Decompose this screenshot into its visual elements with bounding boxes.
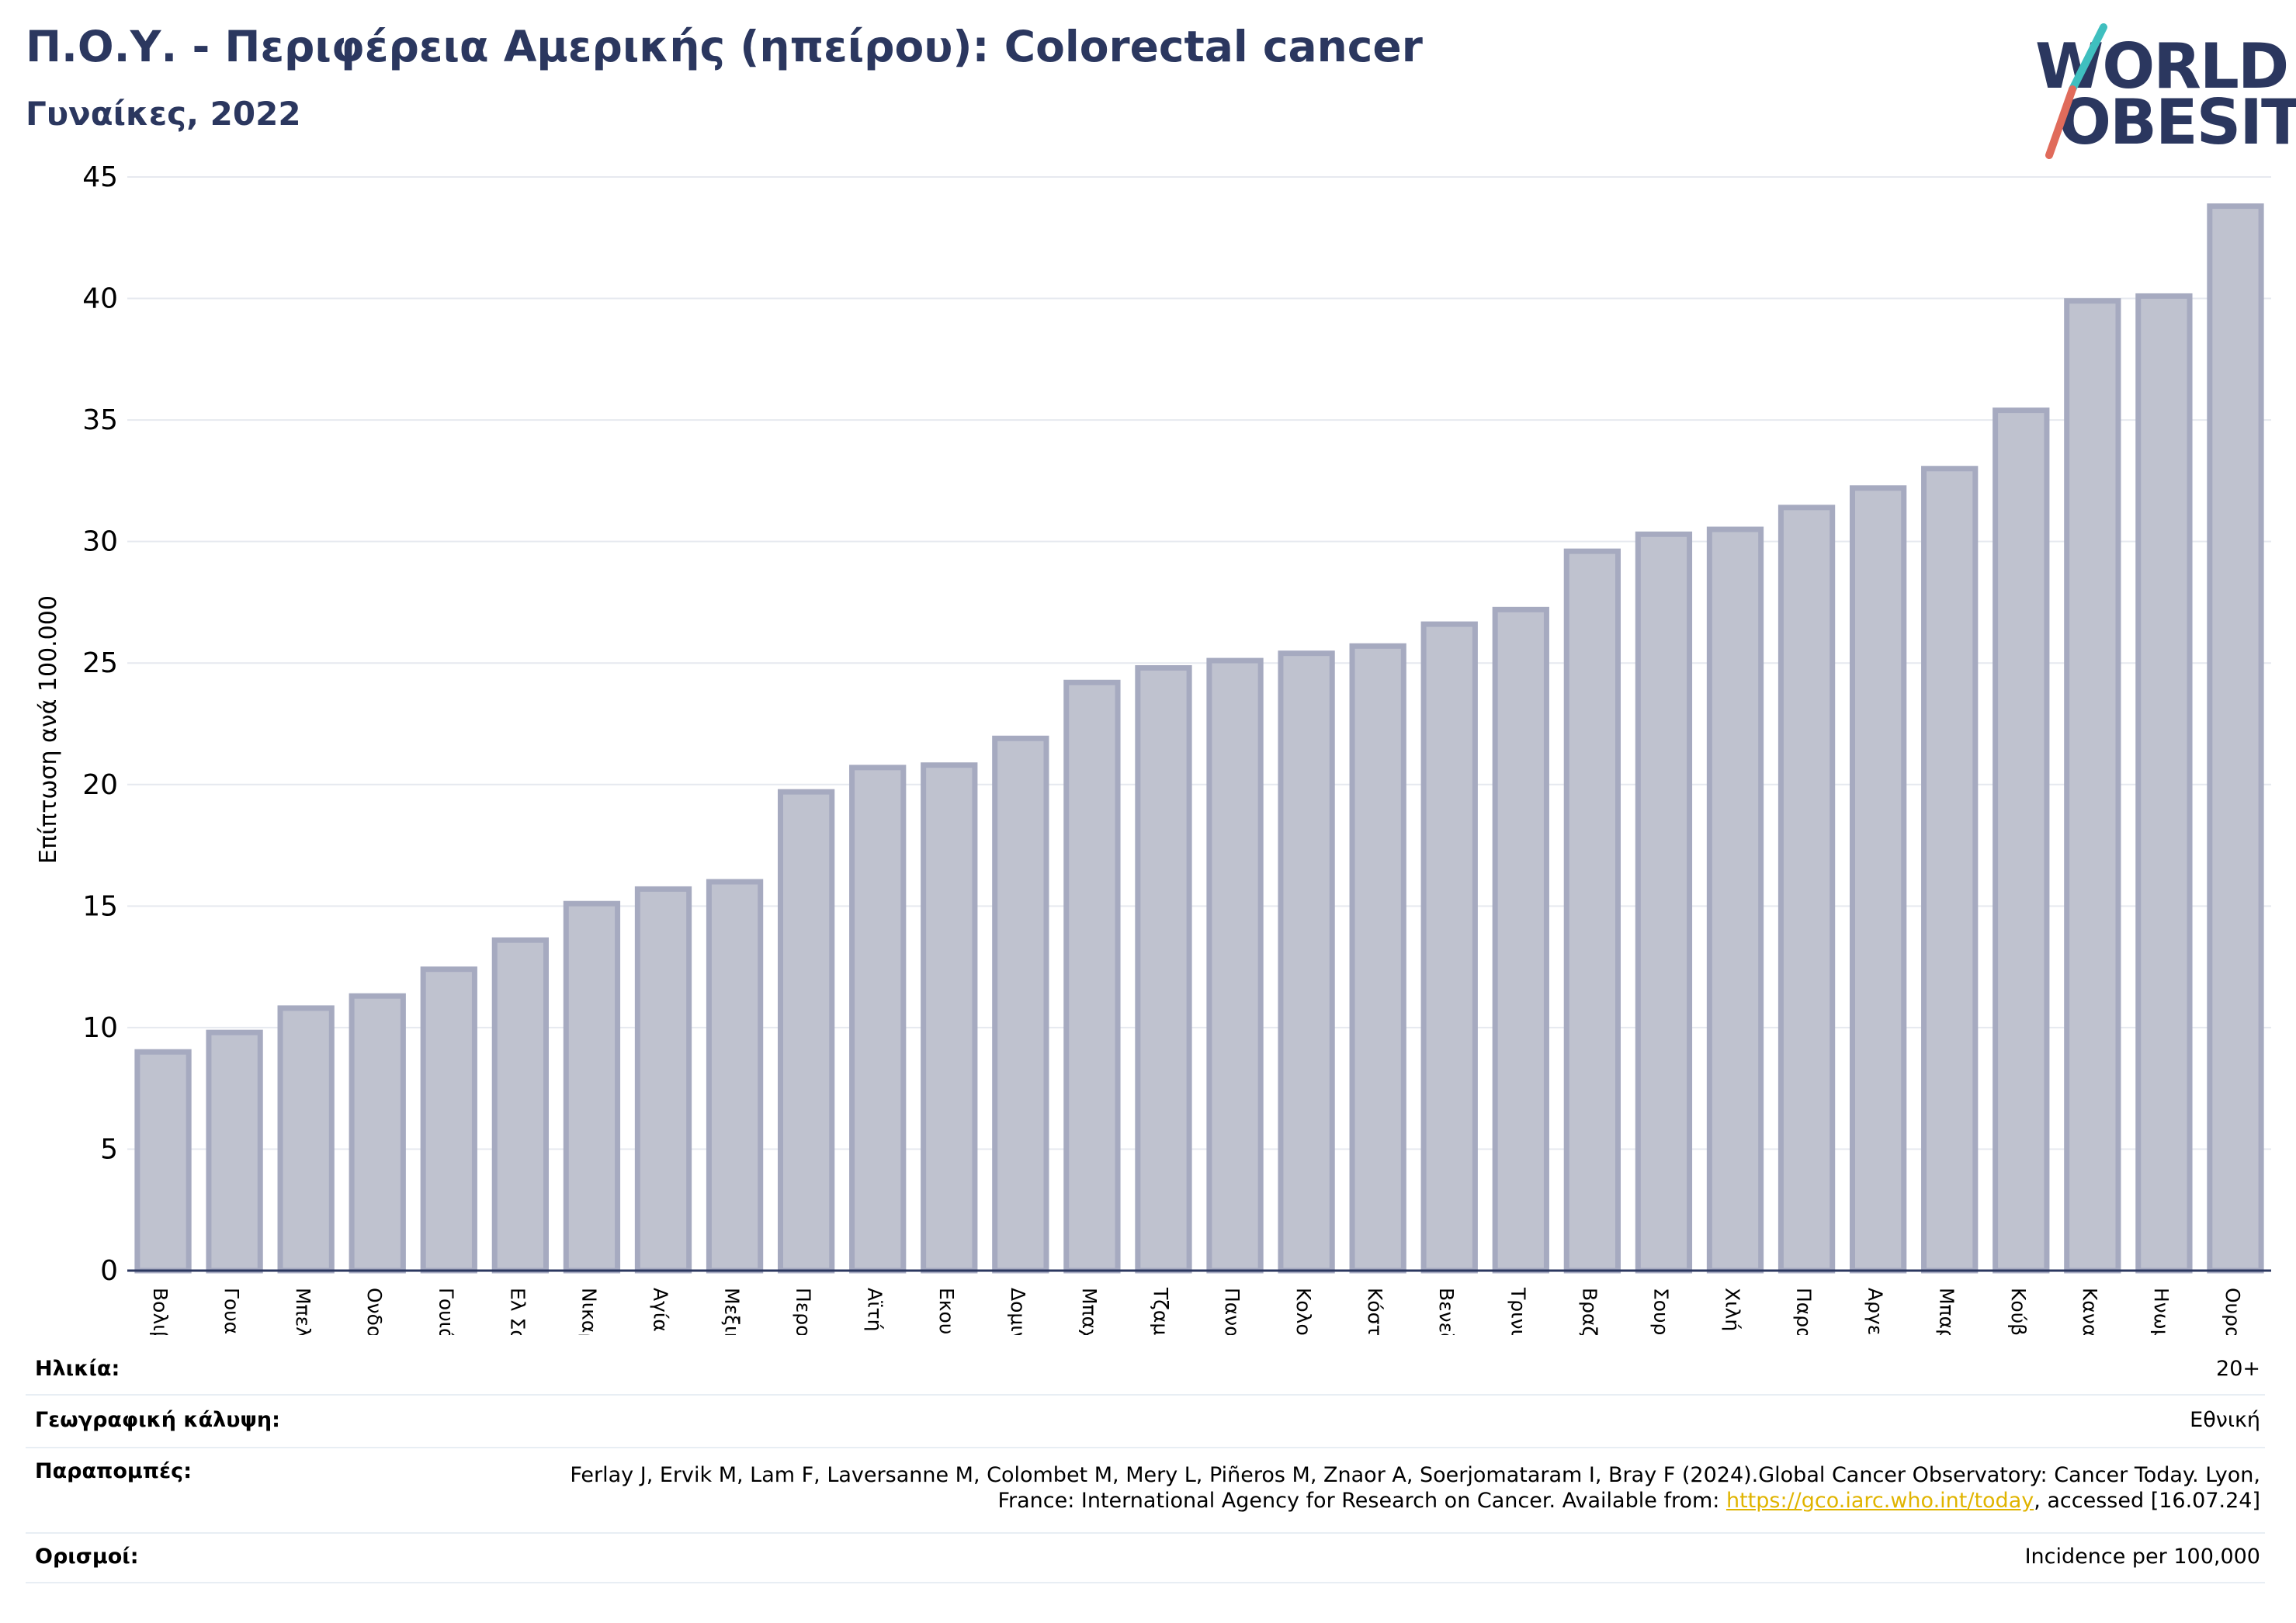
x-tick-label: Βολιβία [149,1288,172,1335]
x-tick-label: Αγία Λουκία [650,1288,672,1335]
x-tick-label: Μεξικό [721,1288,744,1335]
bar [706,879,764,1274]
x-tick-label: Ελ Σαλβαδόρ [506,1288,529,1335]
bar [849,765,907,1274]
bar [1135,664,1192,1274]
chart-title: Π.Ο.Υ. - Περιφέρεια Αμερικής (ηπείρου): … [26,22,1423,71]
bar [1921,466,1979,1274]
x-tick-label: Μπαχάμες [1078,1288,1101,1335]
meta-row-age: Ηλικία: 20+ [26,1347,2265,1396]
bar [563,900,621,1274]
bar [1278,650,1335,1274]
definitions-value: Incidence per 100,000 [2024,1545,2260,1569]
bar [1849,485,1907,1274]
x-tick-label: Κολομβία [1292,1288,1315,1335]
x-axis-labels: Βολιβία Γουατεμάλα Μπελίζ Ονδούρα Γουιάνα Ελ … [149,1287,2244,1335]
y-axis-label: Επίπτωση ανά 100.000 [35,595,62,864]
coverage-value: Εθνική [2190,1408,2260,1432]
bar [634,886,692,1274]
chart-subtitle: Γυναίκες, 2022 [26,95,301,133]
world-obesity-logo: WORLD OBESITY [2026,23,2296,163]
grid-lines [127,176,2271,1150]
x-tick-label: Βραζιλία [1578,1288,1601,1335]
y-tick-label: 20 [82,769,118,801]
x-tick-label: Αϊτή [864,1288,886,1331]
y-tick-label: 15 [82,890,118,922]
y-tick-label: 40 [82,283,118,315]
y-tick-label: 0 [100,1255,118,1287]
y-tick-label: 35 [82,404,118,436]
references-value: Ferlay J, Ervik M, Lam F, Laversanne M, … [553,1462,2260,1514]
bar [1563,548,1621,1274]
x-tick-label: Καναδάς [2079,1288,2101,1335]
bar [921,762,978,1274]
references-link[interactable]: https://gco.iarc.who.int/today [1725,1489,2034,1513]
x-tick-label: Μπαρμπάντος [1936,1288,1958,1335]
bar [2135,293,2193,1274]
y-tick-label: 10 [82,1012,118,1044]
bar [1063,679,1121,1274]
bar [1777,505,1836,1274]
definitions-label: Ορισμοί: [35,1545,139,1569]
bar [1492,606,1549,1274]
x-tick-label: Αργεντινή [1864,1288,1887,1335]
x-tick-label: Μπελίζ [292,1288,314,1335]
bar [1993,407,2050,1274]
bars [134,203,2264,1274]
x-tick-label: Παναμάς [1221,1288,1243,1335]
bar [1706,526,1764,1274]
bar [1349,643,1406,1274]
coverage-label: Γεωγραφική κάλυψη: [35,1408,280,1432]
bar [134,1049,192,1274]
bar [491,937,550,1274]
x-tick-label: Κόστα Ρίκα [1364,1288,1386,1335]
references-text-2: , accessed [16.07.24] [2034,1489,2260,1513]
bar [992,735,1049,1274]
bar [420,966,477,1274]
x-tick-label: Ουρουγουάη [2221,1288,2244,1335]
logo-slash-icon [2045,23,2107,159]
y-tick-label: 30 [82,526,118,558]
x-tick-label: Γουιάνα [435,1288,457,1335]
bar [349,993,406,1274]
bar [277,1005,335,1274]
x-tick-label: Δομινικανή Δημοκρατία [1007,1288,1029,1335]
bar-chart: 0 5 10 15 20 25 30 35 40 45 Βολιβία Γουατεμάλα Μπελ… [35,161,2271,1335]
bar [1420,621,1478,1274]
references-label: Παραπομπές: [35,1459,192,1483]
x-tick-label: Ηνωμένες Πολιτείες [2150,1288,2173,1335]
x-tick-label: Γουατεμάλα [220,1288,243,1335]
bar [777,789,835,1274]
y-tick-label: 25 [82,647,118,679]
x-tick-label: Βενεζουέλα [1435,1288,1458,1335]
x-tick-label: Νικαράγουα [577,1288,600,1335]
y-tick-label: 5 [100,1133,118,1165]
x-tick-label: Περού [793,1288,815,1335]
y-tick-label: 45 [82,161,118,193]
x-tick-label: Χιλή [1722,1288,1744,1331]
age-label: Ηλικία: [35,1357,120,1381]
x-tick-label: Σουρινάμ [1649,1288,1672,1335]
meta-row-coverage: Γεωγραφική κάλυψη: Εθνική [26,1396,2265,1448]
bar [1635,531,1693,1274]
x-tick-label: Παραγουάη [1793,1288,1816,1335]
x-tick-label: Εκουαδόρ [935,1288,958,1335]
x-tick-label: Τζαμάικα [1150,1287,1172,1335]
x-tick-label: Ονδούρα [363,1288,386,1335]
bar [2064,298,2121,1274]
meta-row-references: Παραπομπές: Ferlay J, Ervik M, Lam F, La… [26,1448,2265,1534]
bar [206,1029,263,1274]
bar [2207,203,2264,1274]
age-value: 20+ [2216,1357,2260,1381]
x-tick-label: Κούβα [2007,1288,2030,1335]
references-text-1: Ferlay J, Ervik M, Lam F, Laversanne M, … [570,1463,2260,1513]
y-axis-ticks: 0 5 10 15 20 25 30 35 40 45 [82,161,118,1287]
logo-text-obesity: OBESITY [2058,86,2296,158]
meta-row-definitions: Ορισμοί: Incidence per 100,000 [26,1534,2265,1583]
bar [1206,657,1264,1274]
x-tick-label: Τρινιντάντ και Τομπάγκο [1507,1287,1529,1335]
